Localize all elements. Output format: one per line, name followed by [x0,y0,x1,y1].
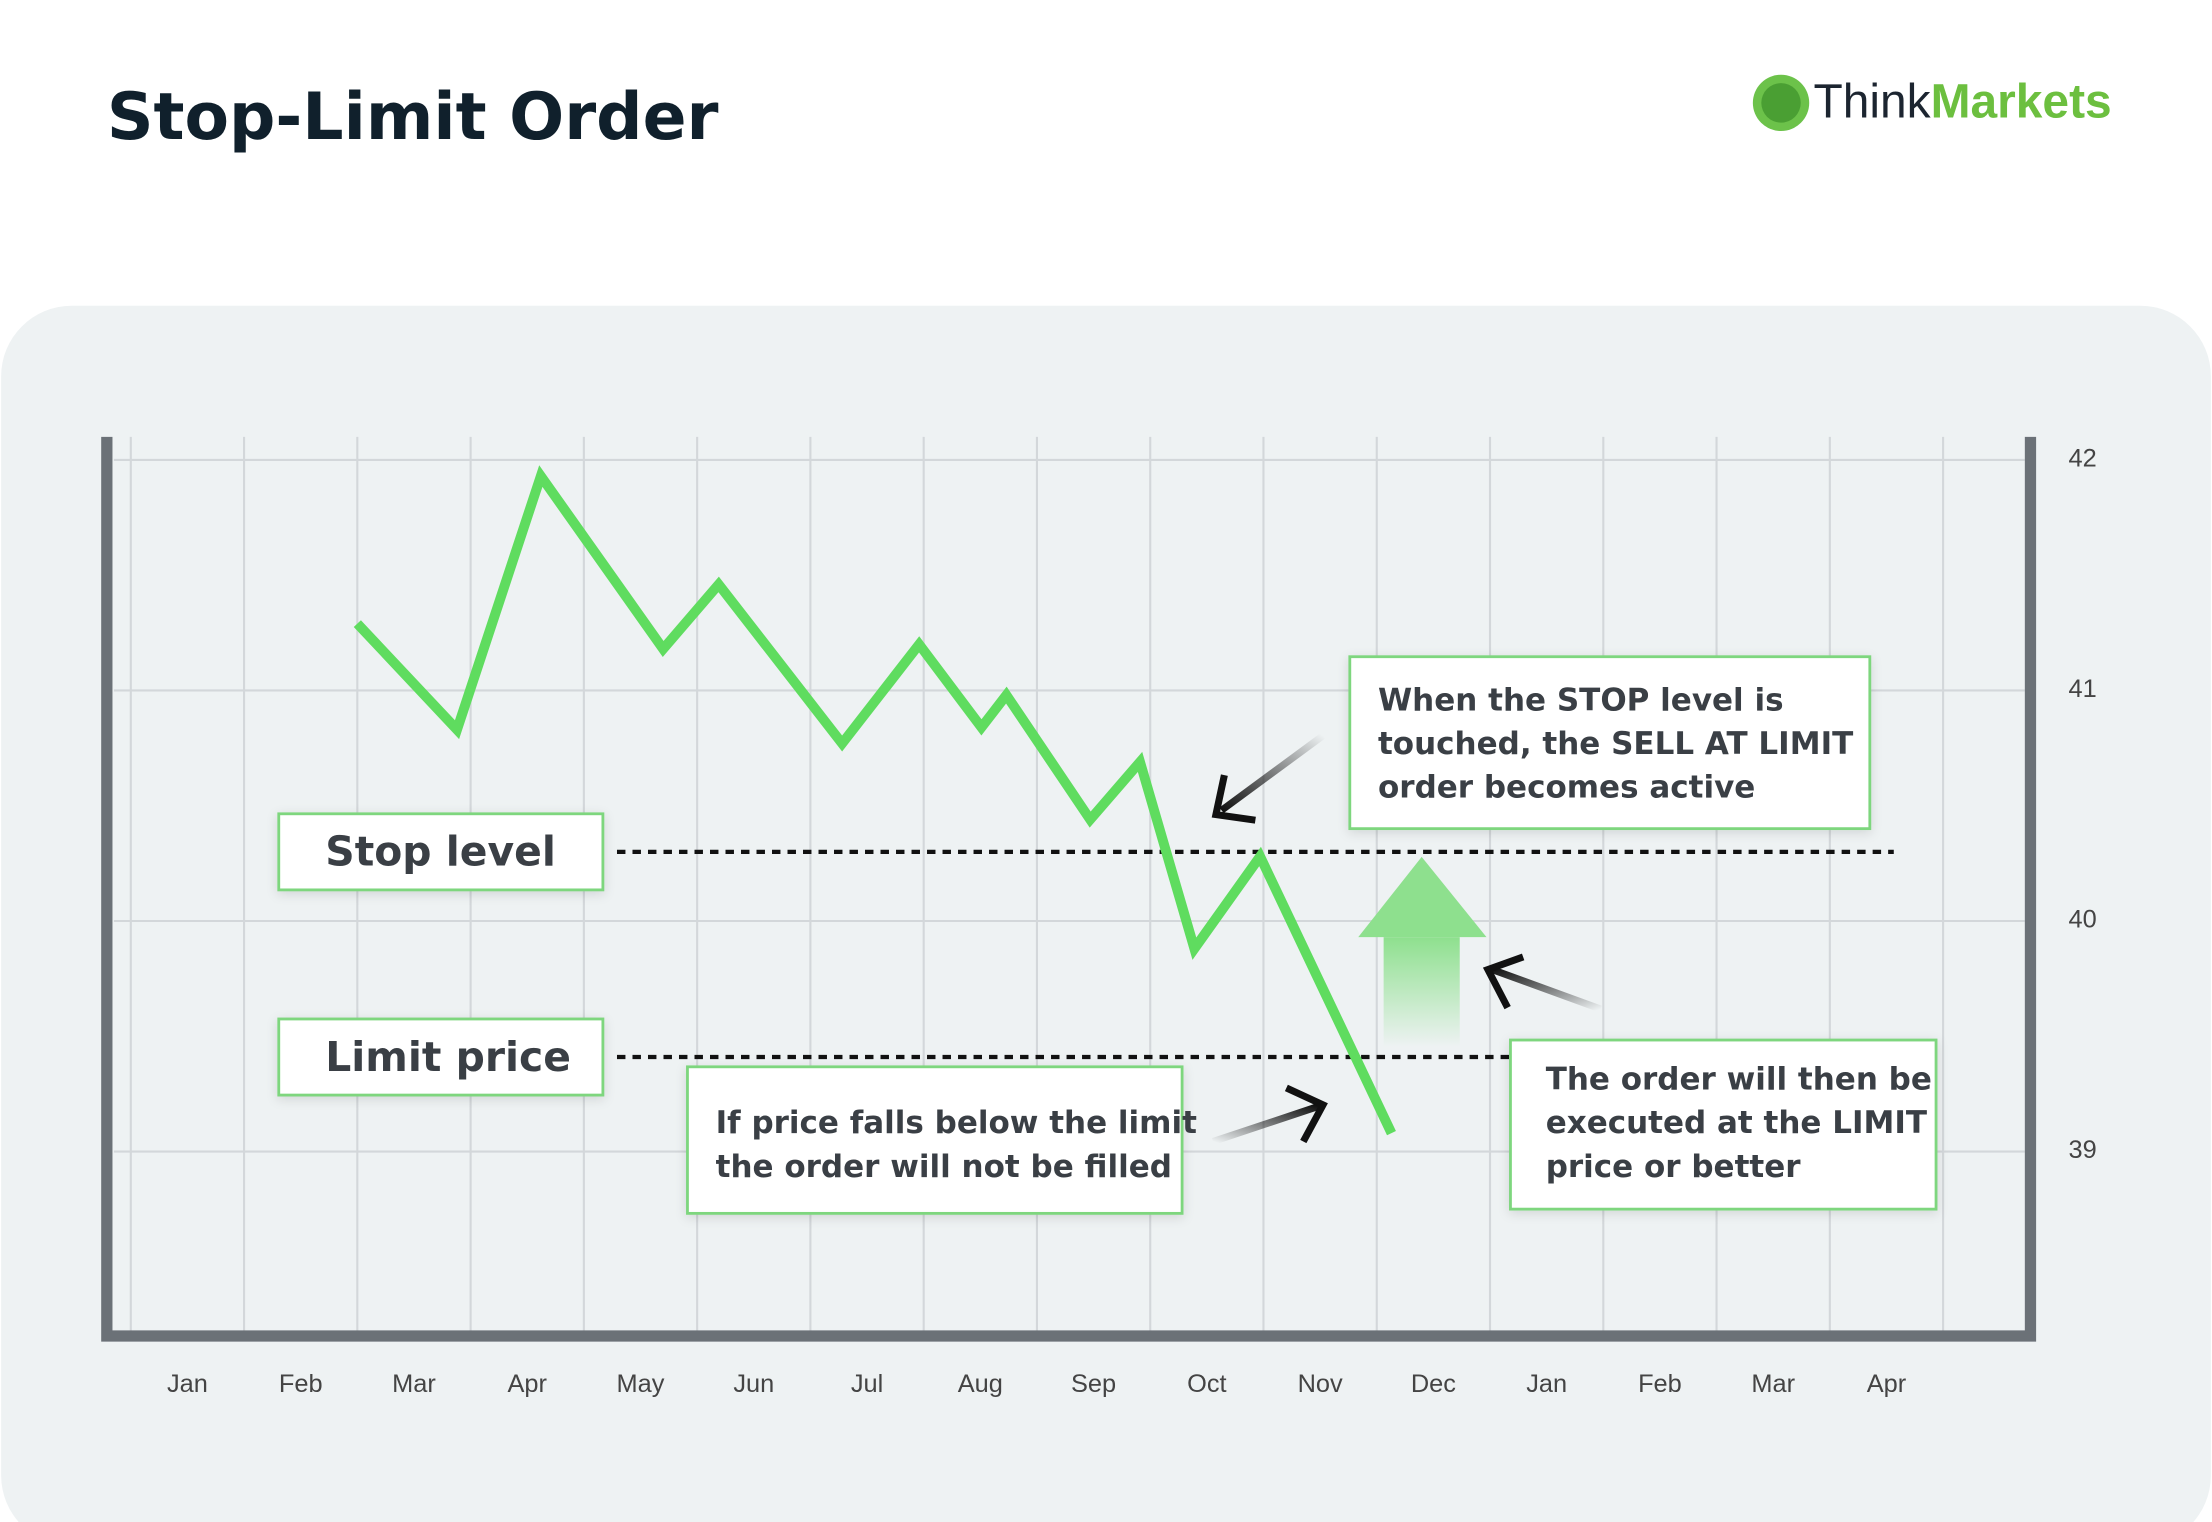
x-tick-label: Feb [279,1370,323,1398]
x-tick-label: Mar [392,1370,436,1398]
y-tick-label: 41 [2069,675,2097,703]
y-tick-label: 40 [2069,906,2097,934]
x-tick-label: Apr [1867,1370,1907,1398]
notes: Stop level Limit price When the STOP level… [277,655,1938,1215]
logo-think: Think [1813,75,1931,128]
axis [101,436,2037,1342]
level-box [277,812,605,892]
x-tick-label: Jan [1526,1370,1567,1398]
x-tick-label: Apr [508,1370,548,1398]
x-tick-label: Dec [1411,1370,1456,1398]
logo-markets: Markets [1931,75,2112,128]
logo-text: ThinkMarkets [1813,75,2111,128]
arrow-head [1482,953,1525,1010]
level-label: Stop level [325,828,556,876]
x-tick-label: Feb [1638,1370,1682,1398]
logo-icon-inner [1761,83,1801,123]
x-tick-label: Jun [733,1370,774,1398]
level-label: Limit price [325,1033,571,1081]
up-arrow-shaft [1383,937,1460,1048]
plot [101,436,2037,1342]
note-text: order becomes active [1378,770,1755,806]
panel [1,305,2211,1522]
arrow-head [1284,1084,1328,1144]
note-text: touched, the SELL AT LIMIT [1378,726,1853,762]
x-tick-label: Sep [1071,1370,1116,1398]
note-text: price or better [1546,1149,1802,1185]
note-text: the order will not be filled [716,1149,1172,1185]
title: Stop-Limit Order [107,80,719,155]
x-tick-label: Oct [1187,1370,1226,1398]
note-text: When the STOP level is [1378,682,1784,718]
note-text: executed at the LIMIT [1546,1105,1927,1141]
x-tick-label: Nov [1298,1370,1343,1398]
level-box [277,1017,605,1097]
x-tick-label: May [617,1370,665,1398]
arrow [1219,732,1326,814]
arrow [1490,966,1602,1013]
y-tick-label: 39 [2069,1136,2097,1164]
x-tick-label: Aug [958,1370,1003,1398]
x-tick-label: Jan [167,1370,208,1398]
note-box [686,1065,1184,1215]
arrow-head [1211,774,1256,824]
note-text: If price falls below the limit [716,1105,1197,1141]
note-box [1348,655,1872,831]
note-text: The order will then be [1546,1061,1932,1097]
marks [353,465,1396,1136]
x-tick-label: Mar [1751,1370,1795,1398]
price-line [353,465,1396,1136]
note-box [1509,1038,1938,1211]
arrow [1211,1102,1320,1145]
y-tick-label: 42 [2069,445,2097,473]
up-arrow [1358,856,1487,938]
x-tick-label: Jul [851,1370,883,1398]
